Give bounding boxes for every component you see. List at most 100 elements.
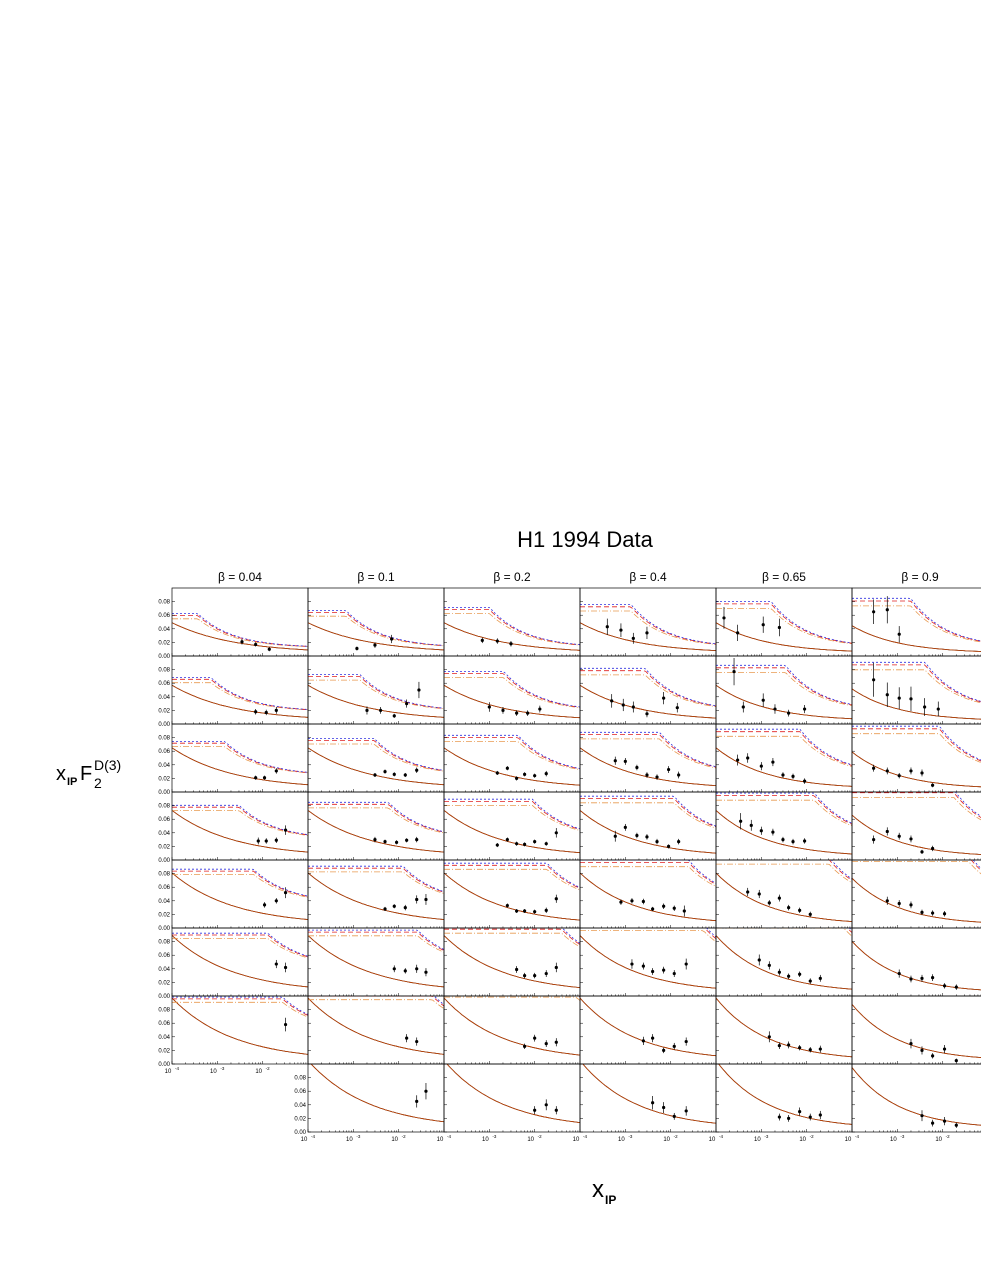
- data-point: [274, 899, 278, 903]
- theory-curve-1: [308, 872, 444, 920]
- panel-b4-r6: [715, 995, 853, 1065]
- data-point: [417, 688, 421, 692]
- theory-curve-1: [852, 941, 981, 991]
- panel-frame: [579, 1063, 717, 1133]
- data-point: [684, 962, 688, 966]
- theory-curve-0: [172, 872, 308, 920]
- data-point: [509, 642, 513, 646]
- theory-curve-0: [446, 1064, 580, 1123]
- data-point: [415, 897, 419, 902]
- curves: [172, 868, 308, 920]
- data-point: [392, 772, 396, 776]
- panel-b3-r3: [579, 791, 717, 861]
- panel-b5-r1: [851, 655, 981, 725]
- data-point: [920, 1048, 924, 1052]
- curves: [172, 613, 308, 651]
- panel-frame: [443, 723, 581, 793]
- theory-curve-1: [852, 1067, 981, 1126]
- panel-frame: [715, 587, 853, 657]
- data-point: [931, 846, 935, 851]
- theory-curve-3: [444, 864, 580, 889]
- theory-curve-3: [444, 673, 580, 708]
- theory-curve-4: [444, 607, 580, 645]
- theory-curve-0: [852, 941, 981, 991]
- theory-curve-1: [172, 872, 308, 920]
- data-point: [761, 698, 765, 702]
- data-point: [631, 705, 635, 709]
- panel-b0-r3: 0.00 0.02 0.04 0.06 0.08: [158, 791, 309, 864]
- x-tick-label: 10: [255, 1069, 262, 1075]
- theory-curve-3: [852, 792, 981, 819]
- theory-curve-3: [172, 870, 308, 897]
- y-tick-label: 0.08: [158, 736, 170, 742]
- data-point: [635, 765, 639, 770]
- theory-curve-3: [308, 931, 444, 951]
- theory-curve-1: [580, 747, 716, 786]
- panel-frame: [171, 587, 309, 657]
- data-point: [619, 900, 623, 904]
- data-point: [942, 1119, 947, 1123]
- panel-frame: [171, 655, 309, 725]
- x-tick-label: 10: [890, 1137, 897, 1143]
- data-point: [759, 829, 763, 833]
- theory-curve-1: [580, 810, 716, 854]
- data-point: [544, 772, 548, 776]
- panel-frame: [443, 587, 581, 657]
- data-point: [424, 970, 428, 974]
- panel-b0-r0: 0.00 0.02 0.04 0.06 0.08: [158, 587, 309, 660]
- data-point: [651, 1101, 655, 1105]
- curves: [852, 597, 981, 652]
- theory-curve-2: [580, 674, 716, 708]
- x-tick-exponent: -3: [220, 1066, 224, 1071]
- data-point: [283, 965, 288, 970]
- theory-curve-4: [444, 734, 580, 769]
- data-point: [645, 712, 649, 716]
- y-tick-label: 0.02: [158, 980, 170, 986]
- panel-frame: [851, 587, 981, 657]
- theory-curve-2: [172, 746, 308, 774]
- beta-label-0: β = 0.04: [218, 570, 262, 584]
- panel-frame: [307, 1063, 445, 1133]
- y-tick-label: 0.00: [158, 994, 170, 1000]
- theory-curve-3: [580, 606, 716, 645]
- theory-curve-2: [852, 669, 981, 704]
- data-point: [651, 969, 655, 974]
- data-point: [798, 972, 802, 976]
- data-point: [274, 838, 278, 842]
- theory-curve-4: [444, 991, 580, 995]
- theory-curve-2: [308, 999, 444, 1009]
- data-point: [767, 1035, 771, 1039]
- panel-b4-r0: [715, 587, 853, 657]
- data-point: [682, 909, 686, 913]
- theory-curve-1: [444, 622, 580, 651]
- panel-frame: [851, 723, 981, 793]
- curves: [852, 860, 981, 923]
- data-point: [787, 711, 791, 715]
- theory-curve-0: [716, 935, 852, 990]
- curves: [580, 731, 716, 786]
- theory-curve-1: [716, 872, 852, 922]
- theory-curve-2: [852, 797, 981, 821]
- theory-curve-1: [580, 997, 716, 1057]
- data-point: [672, 906, 676, 910]
- data-point: [533, 910, 537, 914]
- panel-b3-r5: [579, 927, 717, 997]
- curves: [580, 997, 716, 1057]
- theory-curve-4: [852, 725, 981, 761]
- y-tick-label: 0.00: [158, 1062, 170, 1068]
- theory-curve-3: [578, 996, 580, 998]
- theory-curve-4: [580, 731, 716, 768]
- curves: [716, 601, 852, 652]
- x-tick-label: 10: [845, 1137, 852, 1143]
- theory-curve-4: [172, 932, 308, 957]
- theory-curve-1: [308, 997, 444, 1055]
- theory-curve-0: [582, 1064, 716, 1124]
- data-point: [274, 708, 278, 713]
- data-point: [403, 906, 407, 910]
- data-point: [415, 1099, 419, 1103]
- theory-curve-2: [308, 615, 444, 647]
- panel-b4-r2: [715, 723, 853, 793]
- theory-curve-1: [716, 684, 852, 720]
- data-point: [373, 643, 377, 647]
- panel-b3-r0: [579, 587, 717, 657]
